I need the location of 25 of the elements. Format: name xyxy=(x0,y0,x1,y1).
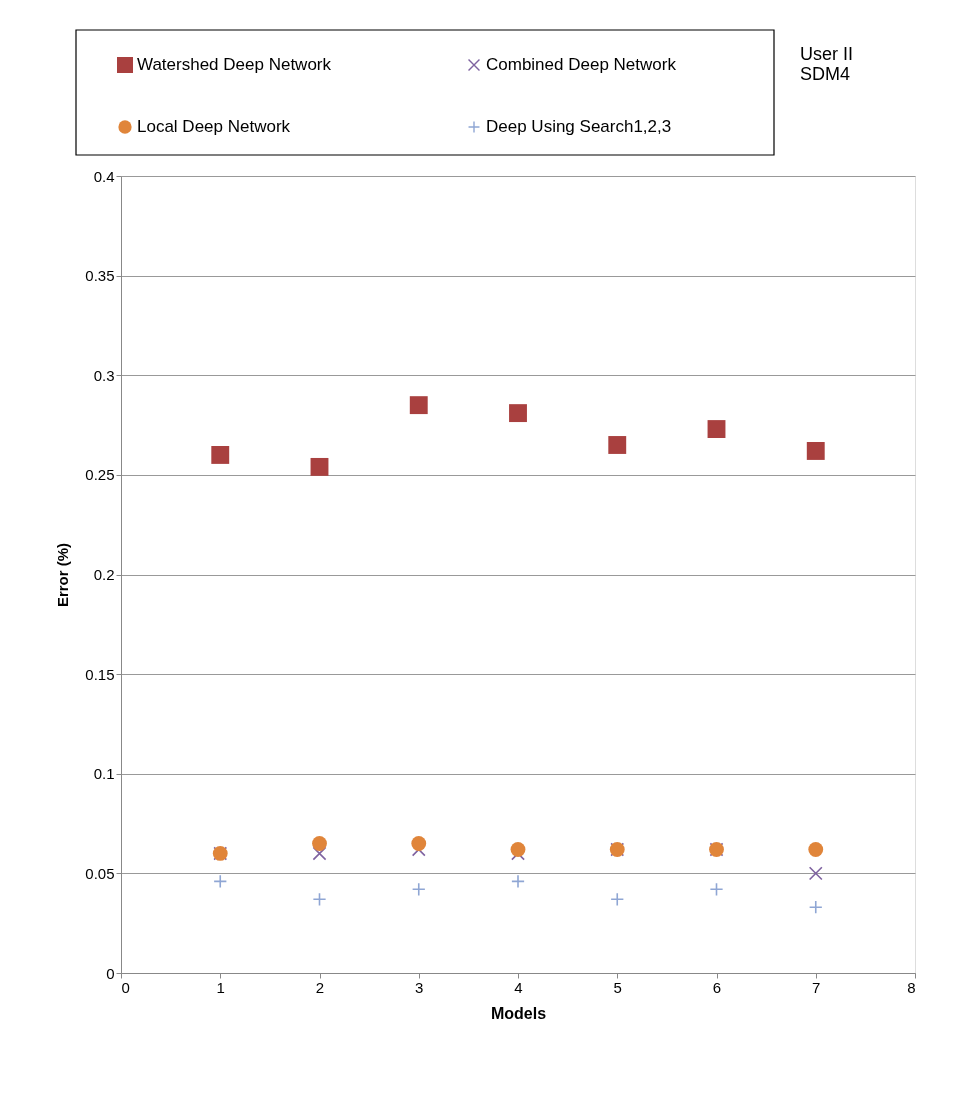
x-tick-label: 8 xyxy=(907,978,916,996)
x-tick-label: 0 xyxy=(121,978,130,996)
x-tick-label: 5 xyxy=(613,978,622,996)
x-tick-label: 6 xyxy=(712,978,722,996)
x-axis-title: Models xyxy=(490,1004,547,1022)
x-tick-label: 3 xyxy=(415,978,424,996)
y-tick-label: 0.4 xyxy=(93,167,115,185)
text: User II SDM4 xyxy=(800,44,854,84)
y-tick-label: 0.05 xyxy=(85,864,115,882)
y-axis-title: Error (%) xyxy=(54,542,72,608)
legend-label: Local Deep Network xyxy=(137,117,291,136)
x-tick-label: 2 xyxy=(315,978,325,996)
legend-label: Combined Deep Network xyxy=(486,55,677,74)
y-tick-label: 0.25 xyxy=(85,466,115,484)
x-tick-label: 7 xyxy=(812,978,821,996)
y-tick-label: 0.1 xyxy=(93,765,115,783)
x-tick-label: 4 xyxy=(514,978,523,996)
y-tick-label: 0.3 xyxy=(93,366,115,384)
legend-label: Deep Using Search1,2,3 xyxy=(486,117,672,136)
legend-label: Watershed Deep Network xyxy=(137,55,332,74)
y-tick-label: 0.15 xyxy=(85,665,115,683)
y-tick-label: 0.35 xyxy=(85,267,115,285)
y-tick-label: 0.2 xyxy=(93,566,115,583)
x-tick-label: 1 xyxy=(216,978,225,996)
y-tick-label: 0 xyxy=(106,964,115,982)
